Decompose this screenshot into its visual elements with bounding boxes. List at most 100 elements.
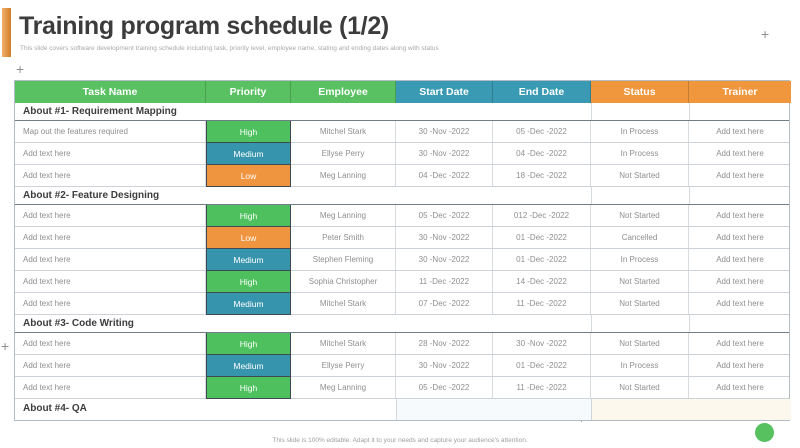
cell-status: Not Started <box>591 333 689 354</box>
table-row: Add text here Medium Mitchel Stark 07 -Dec … <box>15 293 789 315</box>
cell-end: 05 -Dec -2022 <box>493 121 591 142</box>
cell-priority: Medium <box>206 293 291 315</box>
cell-task: Add text here <box>15 333 206 354</box>
column-header-trainer: Trainer <box>689 81 791 103</box>
slide-subtitle: This slide covers software development t… <box>20 45 439 52</box>
cell-priority: Low <box>206 165 291 187</box>
green-dot-badge <box>755 423 774 442</box>
section-filler-cell <box>689 103 791 120</box>
table-header-row: Task Name Priority Employee Start Date End D… <box>15 81 791 103</box>
insert-handle-middle-left[interactable]: + <box>1 338 10 354</box>
column-header-start: Start Date <box>396 81 493 103</box>
cell-start: 30 -Nov -2022 <box>396 227 493 248</box>
insert-handle-top-left[interactable]: + <box>16 61 25 77</box>
cell-employee: Mitchel Stark <box>291 333 396 354</box>
cell-employee: Meg Lanning <box>291 377 396 398</box>
cell-start: 28 -Nov -2022 <box>396 333 493 354</box>
cell-employee: Meg Lanning <box>291 165 396 186</box>
cell-start: 30 -Nov -2022 <box>396 143 493 164</box>
slide-footer-note: This slide is 100% editable. Adapt it to… <box>272 437 528 444</box>
schedule-table: Task Name Priority Employee Start Date End D… <box>14 80 791 421</box>
cell-start: 07 -Dec -2022 <box>396 293 493 314</box>
cell-task: Add text here <box>15 165 206 186</box>
section-filler-cell <box>689 315 791 332</box>
cell-start: 30 -Nov -2022 <box>396 121 493 142</box>
cell-priority: Medium <box>206 355 291 377</box>
section-title: About #4- QA <box>23 403 87 414</box>
cell-task: Add text here <box>15 271 206 292</box>
cell-employee: Sophia Christopher <box>291 271 396 292</box>
table-row: Add text here Medium Ellyse Perry 30 -Nov -… <box>15 143 789 165</box>
cell-trainer: Add text here <box>716 299 764 308</box>
cell-start: 04 -Dec -2022 <box>396 165 493 186</box>
cell-end: 14 -Dec -2022 <box>493 271 591 292</box>
qa-empty-dates-cell <box>396 399 591 420</box>
section-row: About #2- Feature Designing <box>15 187 789 205</box>
table-row: Add text here High Meg Lanning 05 -Dec -202… <box>15 205 789 227</box>
cell-trainer: Add text here <box>716 233 764 242</box>
cell-trainer: Add text here <box>716 383 764 392</box>
table-row: Add text here High Sophia Christopher 11 -D… <box>15 271 789 293</box>
cell-priority: High <box>206 333 291 355</box>
cell-end: 012 -Dec -2022 <box>493 205 591 226</box>
section-title: About #2- Feature Designing <box>23 190 160 201</box>
section-filler-cell <box>591 187 689 204</box>
cell-task: Add text here <box>15 205 206 226</box>
cell-status: In Process <box>591 249 689 270</box>
cell-trainer: Add text here <box>716 171 764 180</box>
cell-status: Cancelled <box>591 227 689 248</box>
section-row: About #3- Code Writing <box>15 315 789 333</box>
cell-priority: Low <box>206 227 291 249</box>
section-filler-cell <box>689 187 791 204</box>
cell-status: Not Started <box>591 271 689 292</box>
cell-priority: High <box>206 271 291 293</box>
cell-status: In Process <box>591 355 689 376</box>
cell-task: Add text here <box>15 143 206 164</box>
cell-task: Map out the features required <box>15 121 206 142</box>
table-row: Add text here Low Peter Smith 30 -Nov -2022… <box>15 227 789 249</box>
cell-end: 04 -Dec -2022 <box>493 143 591 164</box>
cell-task: Add text here <box>15 249 206 270</box>
cell-start: 05 -Dec -2022 <box>396 377 493 398</box>
cell-end: 11 -Dec -2022 <box>493 377 591 398</box>
cell-end: 01 -Dec -2022 <box>493 227 591 248</box>
column-header-employee: Employee <box>291 81 396 103</box>
insert-handle-top-right[interactable]: + <box>761 26 770 42</box>
cell-priority: Medium <box>206 143 291 165</box>
cell-status: Not Started <box>591 205 689 226</box>
cell-employee: Peter Smith <box>291 227 396 248</box>
title-accent-bar <box>2 8 11 57</box>
section-row: About #1- Requirement Mapping <box>15 103 789 121</box>
cell-end: 01 -Dec -2022 <box>493 355 591 376</box>
cell-end: 11 -Dec -2022 <box>493 293 591 314</box>
cell-status: In Process <box>591 121 689 142</box>
cell-start: 05 -Dec -2022 <box>396 205 493 226</box>
cell-trainer: Add text here <box>716 339 764 348</box>
cell-priority: High <box>206 377 291 399</box>
cell-priority: High <box>206 121 291 143</box>
cell-task: Add text here <box>15 377 206 398</box>
cell-start: 30 -Nov -2022 <box>396 355 493 376</box>
cell-start: 30 -Nov -2022 <box>396 249 493 270</box>
column-header-end: End Date <box>493 81 591 103</box>
section-row: About #4- QA <box>15 399 791 420</box>
cell-employee: Meg Lanning <box>291 205 396 226</box>
cell-trainer: Add text here <box>716 149 764 158</box>
table-row: Add text here Medium Stephen Fleming 30 -No… <box>15 249 789 271</box>
column-header-priority: Priority <box>206 81 291 103</box>
cell-status: Not Started <box>591 165 689 186</box>
qa-empty-status-cell <box>591 399 791 420</box>
table-body: About #1- Requirement Mapping Map out the… <box>15 103 791 420</box>
cell-priority: High <box>206 205 291 227</box>
cell-priority: Medium <box>206 249 291 271</box>
section-title: About #1- Requirement Mapping <box>23 106 177 117</box>
cell-task: Add text here <box>15 293 206 314</box>
cell-trainer: Add text here <box>716 361 764 370</box>
section-filler-cell <box>591 315 689 332</box>
cell-status: In Process <box>591 143 689 164</box>
section-title: About #3- Code Writing <box>23 318 134 329</box>
cell-trainer: Add text here <box>716 127 764 136</box>
cell-employee: Mitchel Stark <box>291 121 396 142</box>
cell-task: Add text here <box>15 227 206 248</box>
